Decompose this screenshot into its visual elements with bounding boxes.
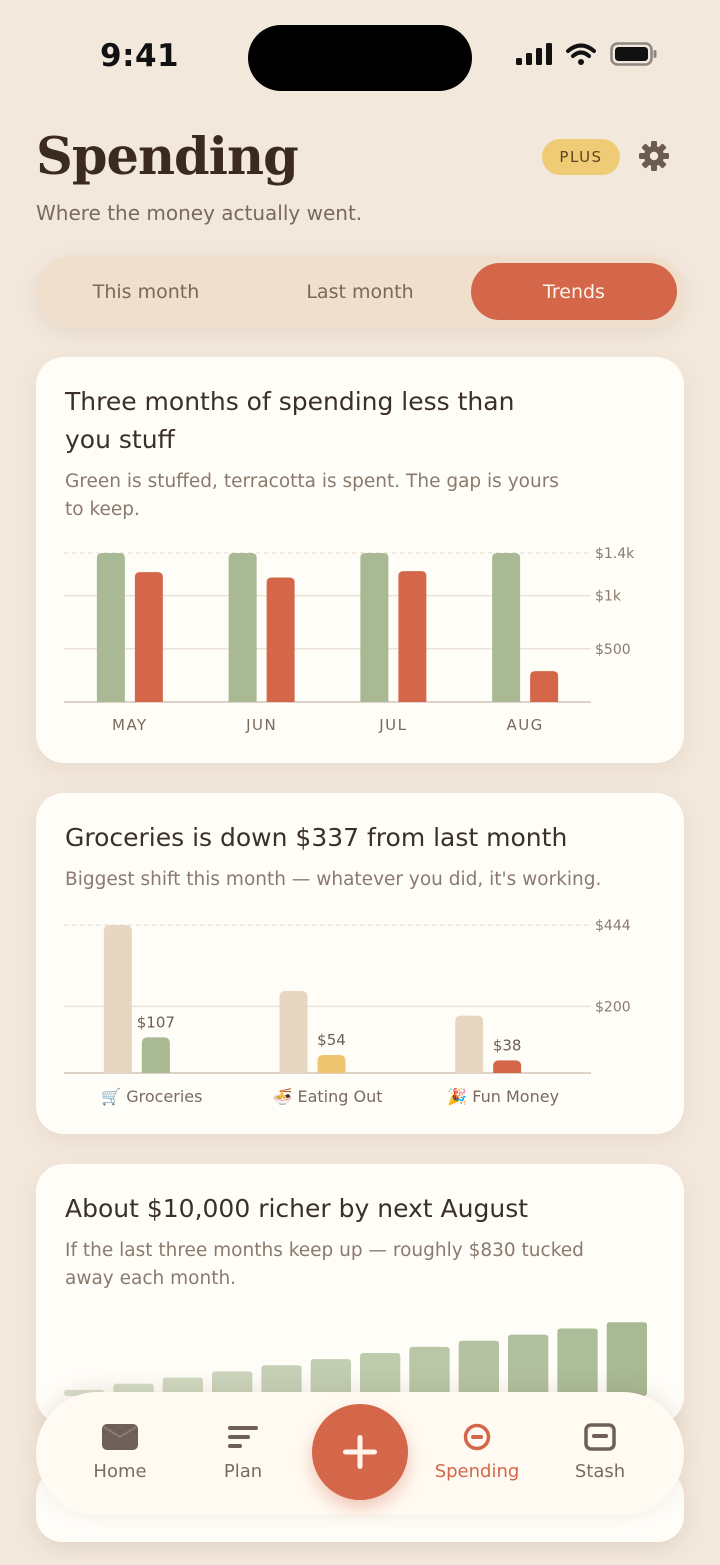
page-subtitle: Where the money actually went.	[36, 201, 363, 225]
value-label: $54	[317, 1031, 346, 1049]
nav-home[interactable]: Home	[60, 1392, 180, 1515]
card-subtitle-line1: If the last three months keep up — rough…	[65, 1240, 584, 1261]
x-tick-label: JUN	[245, 716, 277, 734]
period-segmented-control: This month Last month Trends	[36, 256, 684, 327]
card-title-line2: you stuff	[65, 425, 175, 454]
value-label: $107	[137, 1013, 175, 1031]
status-bar: 9:41	[0, 0, 720, 110]
stash-box-icon	[584, 1423, 616, 1451]
biggest-shift-card: Groceries is down $337 from last month B…	[36, 793, 684, 1134]
this-month-bar	[141, 1037, 170, 1073]
projection-bar	[557, 1328, 598, 1396]
nav-label: Spending	[434, 1461, 520, 1482]
category-label: 🛒 Groceries	[101, 1087, 202, 1106]
spending-icon	[463, 1423, 491, 1451]
tab-trends[interactable]: Trends	[471, 263, 677, 320]
projection-chart	[64, 1322, 647, 1396]
stuffed-vs-spent-card: Three months of spending less than you s…	[36, 357, 684, 763]
card-title-line1: Three months of spending less than	[65, 387, 515, 416]
nav-label: Plan	[223, 1461, 263, 1482]
projection-bar	[310, 1359, 351, 1396]
wifi-icon	[566, 43, 596, 65]
projection-bar	[360, 1353, 401, 1396]
add-transaction-button[interactable]	[312, 1404, 408, 1500]
card-subtitle-line2: to keep.	[65, 499, 140, 520]
value-label: $38	[493, 1036, 522, 1054]
spent-bar	[266, 577, 295, 702]
y-tick-label: $200	[595, 999, 631, 1015]
tab-this-month[interactable]: This month	[92, 280, 200, 303]
battery-icon	[610, 42, 657, 66]
y-tick-label: $500	[595, 642, 631, 658]
projection-bar	[606, 1322, 647, 1396]
nav-label: Stash	[574, 1461, 626, 1482]
y-tick-label: $444	[595, 918, 631, 934]
x-tick-label: MAY	[112, 716, 148, 734]
projection-bar	[261, 1365, 302, 1396]
category-label: 🎉 Fun Money	[447, 1087, 559, 1106]
card-subtitle: Biggest shift this month — whatever you …	[65, 869, 602, 890]
nav-spending[interactable]: Spending	[417, 1392, 537, 1515]
dynamic-island	[248, 25, 472, 91]
list-icon	[228, 1426, 258, 1448]
spent-bar	[530, 671, 559, 702]
x-tick-label: AUG	[506, 716, 543, 734]
spent-bar	[398, 571, 427, 702]
nav-stash[interactable]: Stash	[540, 1392, 660, 1515]
nav-plan[interactable]: Plan	[183, 1392, 303, 1515]
tab-last-month[interactable]: Last month	[306, 280, 414, 303]
x-tick-label: JUL	[378, 716, 407, 734]
last-month-bar	[455, 1015, 484, 1073]
y-tick-label: $1k	[595, 589, 622, 605]
stuffed-bar	[492, 553, 521, 702]
nav-label: Home	[93, 1461, 147, 1482]
monthly-chart: $500 $1k $1.4k MAY JUN JUL AUG	[64, 546, 635, 734]
card-title: Groceries is down $337 from last month	[65, 823, 568, 852]
y-tick-label: $1.4k	[595, 546, 635, 562]
category-label: 🍜 Eating Out	[272, 1087, 382, 1106]
card-title: About $10,000 richer by next August	[65, 1194, 529, 1223]
projection-card: About $10,000 richer by next August If t…	[36, 1164, 684, 1424]
last-month-bar	[103, 925, 132, 1073]
spent-bar	[134, 572, 163, 702]
card-subtitle-line2: away each month.	[65, 1268, 237, 1289]
card-subtitle-line1: Green is stuffed, terracotta is spent. T…	[65, 471, 559, 492]
category-chart: $200 $444 $107 🛒 Groceries $54 🍜 Eating Out $3…	[64, 918, 631, 1106]
gear-icon[interactable]	[638, 140, 670, 172]
projection-bar	[212, 1371, 253, 1396]
projection-bar	[409, 1346, 450, 1396]
system-icons	[516, 42, 658, 66]
projection-bar	[162, 1377, 203, 1396]
this-month-bar	[493, 1060, 522, 1073]
last-month-bar	[279, 991, 308, 1073]
this-month-bar	[317, 1055, 346, 1073]
plus-icon	[343, 1435, 377, 1469]
projection-bar	[508, 1334, 549, 1396]
stuffed-bar	[96, 553, 125, 702]
page-title: Spending	[36, 127, 299, 187]
stuffed-bar	[228, 553, 257, 702]
envelope-icon	[102, 1424, 138, 1450]
projection-bar	[458, 1340, 499, 1396]
signal-icon	[516, 43, 552, 65]
plus-badge[interactable]: PLUS	[542, 139, 620, 175]
status-time: 9:41	[100, 38, 180, 74]
stuffed-bar	[360, 553, 389, 702]
